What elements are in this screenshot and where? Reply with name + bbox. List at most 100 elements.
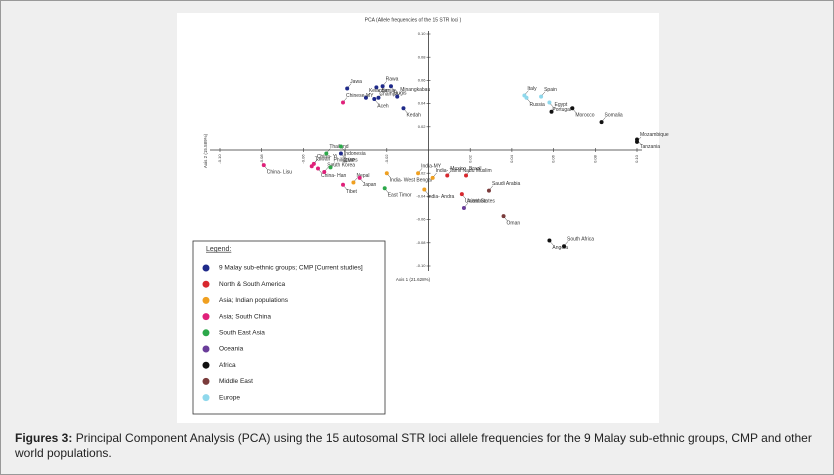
data-point (459, 192, 464, 197)
point-label: Champa (379, 92, 398, 98)
data-point (328, 165, 333, 170)
point-label: Bugis (394, 91, 407, 97)
data-point (384, 171, 389, 176)
y-tick-label: -0.06 (416, 217, 426, 222)
data-point (464, 173, 469, 178)
point-label: Aceh (377, 103, 389, 109)
data-point (524, 95, 529, 100)
data-point (562, 244, 567, 249)
legend-marker (202, 280, 210, 288)
data-point (363, 95, 368, 100)
label-arrow (387, 174, 391, 179)
point-label: East Timor (388, 193, 412, 199)
label-arrow (637, 136, 642, 141)
x-tick-label: 0.08 (592, 154, 597, 163)
point-label: Jawa (350, 79, 362, 85)
point-label: Indonesia (344, 151, 366, 157)
y-axis-label: Axis 2 (15.589%) (203, 133, 208, 168)
label-arrow (377, 88, 381, 93)
label-arrow (343, 97, 348, 102)
point-label: Kedah (406, 113, 421, 119)
label-arrow (602, 117, 606, 121)
data-point (388, 84, 393, 89)
point-label: Mexico (450, 166, 466, 172)
legend-box (192, 240, 386, 415)
legend-label: 9 Malay sub-ethnic groups; CMP [Current … (219, 265, 363, 272)
label-arrow (550, 241, 554, 246)
data-point (315, 166, 320, 171)
point-label: Philippines (334, 158, 359, 164)
data-point (324, 151, 329, 156)
label-arrow (462, 195, 467, 200)
point-label: Spain (544, 87, 557, 93)
label-arrow (385, 189, 389, 194)
label-arrow (527, 99, 531, 103)
chart: PCA (Allele frequencies of the 15 STR lo… (177, 13, 669, 423)
point-label: Oman (507, 220, 521, 226)
label-arrow (525, 90, 529, 95)
data-point (311, 161, 316, 166)
data-point (635, 139, 639, 144)
data-point (549, 109, 554, 114)
point-label: South Korea (327, 162, 355, 168)
data-point (341, 182, 346, 187)
y-tick-label: -0.08 (416, 240, 426, 245)
point-label: Minangkabau (400, 87, 430, 93)
label-arrow (331, 162, 335, 167)
legend-label: Middle East (219, 378, 253, 385)
point-label: China- Han (321, 173, 347, 179)
legend-title: Legend: (206, 246, 231, 253)
point-label: Saudi Arabia (492, 181, 521, 187)
data-point (401, 106, 406, 111)
point-label: Nepal (356, 173, 369, 179)
data-point (374, 85, 379, 90)
y-tick-label: -0.10 (416, 263, 426, 268)
data-point (380, 84, 385, 89)
legend-marker (202, 329, 210, 337)
point-label: India- Andra (427, 194, 454, 200)
y-tick-label: -0.04 (416, 193, 426, 198)
point-label: Egypt (555, 102, 568, 108)
label-arrow (314, 158, 318, 163)
x-tick-label: -0.08 (259, 154, 264, 164)
label-arrow (360, 179, 364, 183)
point-label: Japan (363, 182, 377, 188)
legend-marker (202, 394, 210, 402)
data-point (599, 120, 604, 125)
y-tick-label: 0.08 (418, 54, 427, 59)
label-arrow (504, 217, 508, 222)
data-point (372, 96, 377, 101)
x-tick-label: 0.10 (634, 154, 639, 163)
legend-marker (202, 264, 210, 272)
data-point (430, 175, 435, 180)
data-point (570, 106, 575, 111)
data-point (395, 94, 400, 99)
data-point (338, 144, 343, 149)
caption-label: Figures 3: (15, 431, 73, 445)
label-arrow (391, 87, 396, 92)
point-label: Australia (467, 198, 487, 204)
legend-label: Oceania (219, 346, 244, 353)
data-point (376, 95, 381, 100)
data-point (357, 175, 362, 180)
data-point (382, 186, 387, 191)
label-arrow (448, 170, 452, 175)
data-point (501, 214, 506, 219)
label-arrow (264, 166, 268, 171)
legend-marker (202, 296, 210, 304)
y-tick-label: 0.06 (418, 77, 427, 82)
label-arrow (325, 167, 329, 171)
label-arrow (550, 103, 554, 108)
y-tick-label: 0.02 (418, 124, 427, 129)
label-arrow (348, 83, 352, 88)
label-arrow (327, 148, 331, 153)
label-arrow (379, 92, 383, 97)
chart-title: PCA (Allele frequencies of the 15 STR lo… (365, 17, 462, 23)
point-label: Taiwan (315, 157, 331, 163)
data-point (345, 86, 350, 91)
point-label: Brazil (469, 166, 482, 172)
y-tick-label: 0.10 (418, 31, 427, 36)
point-label: Portugal (552, 107, 571, 113)
label-arrow (433, 172, 437, 177)
data-point (539, 94, 544, 99)
